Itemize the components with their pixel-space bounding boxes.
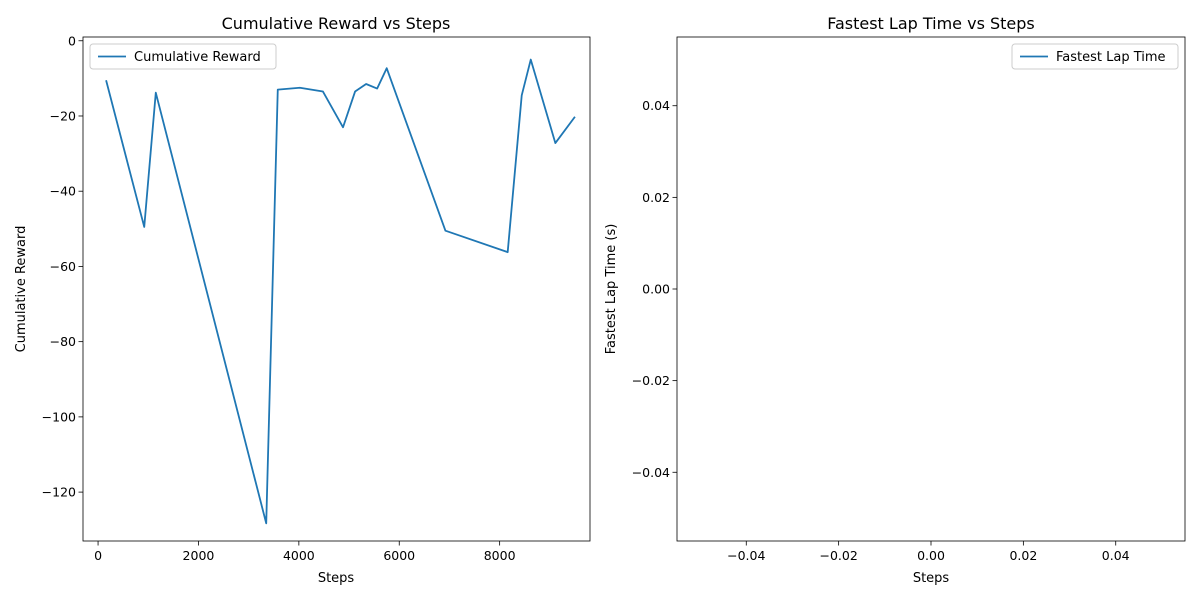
x-tick-label: −0.04: [727, 548, 765, 563]
legend-label: Cumulative Reward: [134, 50, 261, 65]
y-axis-label: Fastest Lap Time (s): [604, 224, 619, 355]
y-tick-label: 0.00: [642, 282, 670, 297]
y-axis-label: Cumulative Reward: [14, 226, 29, 353]
legend-box: [1011, 43, 1179, 70]
y-tick-label: −60: [50, 259, 76, 274]
x-tick-label: 0: [94, 548, 102, 563]
x-tick-label: 0.02: [1009, 548, 1037, 563]
chart-title: Cumulative Reward vs Steps: [222, 14, 451, 33]
x-tick-label: −0.02: [819, 548, 857, 563]
legend: Cumulative Reward: [89, 43, 277, 70]
y-tick-label: 0.04: [642, 98, 670, 113]
legend-box: [89, 43, 277, 70]
x-axis-label: Steps: [913, 571, 950, 586]
cumulative-reward-chart: Cumulative Reward vs Steps 0 2000 4000 6000…: [14, 14, 591, 586]
y-tick-label: −0.02: [632, 373, 670, 388]
x-tick-label: 0.04: [1102, 548, 1130, 563]
y-tick-label: 0.02: [642, 190, 670, 205]
y-tick-label: −20: [50, 108, 76, 123]
plot-frame: [676, 36, 1186, 542]
x-tick-label: 2000: [183, 548, 215, 563]
x-tick-label: 0.00: [917, 548, 945, 563]
y-tick-label: −40: [50, 184, 76, 199]
fastest-lap-time-chart: Fastest Lap Time vs Steps −0.04 −0.02 0.00…: [604, 14, 1186, 586]
tick-layer: −0.04 −0.02 0.00 0.02 0.04 0.04 0.02 0.00 −0.02 −…: [632, 98, 1130, 563]
y-tick-label: 0: [68, 33, 76, 48]
y-tick-label: −80: [50, 334, 76, 349]
tick-layer: 0 2000 4000 6000 8000 0 −20 −40 −60 −80 −100 −120: [42, 33, 516, 563]
plot-layer: [105, 58, 576, 525]
x-tick-label: 4000: [283, 548, 315, 563]
chart-title: Fastest Lap Time vs Steps: [827, 14, 1035, 33]
legend: Fastest Lap Time: [1011, 43, 1179, 70]
y-tick-label: −100: [42, 409, 76, 424]
x-tick-label: 6000: [383, 548, 415, 563]
x-tick-label: 8000: [484, 548, 516, 563]
series-line: [105, 58, 576, 525]
x-axis-label: Steps: [318, 571, 355, 586]
y-tick-label: −120: [42, 485, 76, 500]
plot-frame: [82, 36, 591, 542]
y-tick-label: −0.04: [632, 465, 670, 480]
legend-label: Fastest Lap Time: [1056, 50, 1166, 65]
